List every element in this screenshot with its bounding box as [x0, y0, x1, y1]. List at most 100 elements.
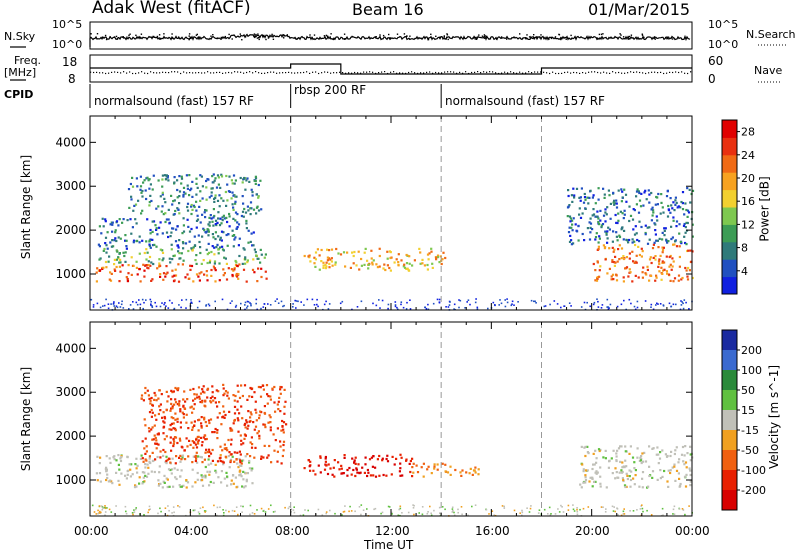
- power-cell: [195, 209, 198, 212]
- power-cell: [191, 195, 194, 198]
- power-cell: [255, 212, 258, 215]
- nave-dot: [330, 72, 332, 74]
- power-cell: [629, 271, 632, 274]
- nave-dot: [528, 71, 530, 73]
- velocity-cell: [381, 457, 384, 460]
- velocity-cell: [154, 436, 157, 440]
- velocity-cell: [168, 428, 171, 431]
- velocity-cell: [689, 459, 692, 462]
- velocity-cell: [120, 456, 123, 459]
- velocity-noise-cell: [216, 506, 219, 509]
- velocity-cell: [216, 405, 219, 408]
- power-cell: [133, 204, 136, 207]
- power-cell: [158, 258, 161, 261]
- velocity-cell: [207, 458, 210, 461]
- power-cell: [589, 189, 592, 192]
- nave-dot: [582, 72, 584, 74]
- power-noise-cell: [608, 307, 610, 309]
- velocity-cell: [204, 465, 207, 469]
- nsearch-dot: [389, 37, 391, 39]
- power-noise-cell: [121, 300, 123, 303]
- power-cell: [633, 209, 636, 212]
- velocity-noise-cell: [213, 504, 215, 507]
- power-cell: [178, 195, 181, 198]
- velocity-cell: [158, 465, 161, 468]
- power-noise-cell: [474, 301, 477, 304]
- velocity-cell: [192, 387, 195, 391]
- velocity-cell: [158, 471, 161, 474]
- velocity-noise-cell: [433, 509, 435, 512]
- power-colorbar-swatch: [722, 207, 737, 225]
- nave-dot: [660, 71, 662, 73]
- velocity-cell: [371, 465, 374, 468]
- nave-dot: [309, 72, 311, 74]
- velocity-colorbar-tick-label: -100: [741, 464, 766, 477]
- nave-dot: [597, 71, 599, 74]
- velocity-cell: [348, 466, 351, 470]
- velocity-noise-cell: [471, 505, 473, 508]
- velocity-cell: [144, 466, 147, 469]
- velocity-cell: [393, 463, 396, 466]
- power-cell: [674, 240, 677, 243]
- velocity-noise-cell: [329, 509, 331, 512]
- cpid-segment-2: rbsp 200 RF: [294, 83, 367, 97]
- velocity-cell: [249, 416, 252, 419]
- velocity-cell: [238, 470, 241, 473]
- power-cell: [681, 276, 684, 280]
- x-tick-label-3: 12:00: [375, 524, 410, 538]
- velocity-noise-cell: [430, 514, 433, 517]
- velocity-cell: [161, 486, 164, 489]
- velocity-cell: [449, 473, 452, 476]
- power-cell: [591, 214, 594, 217]
- power-cell: [632, 260, 635, 263]
- power-noise-cell: [168, 299, 171, 302]
- power-cell: [135, 177, 138, 180]
- power-noise-cell: [107, 307, 110, 310]
- power-cell: [397, 264, 400, 267]
- velocity-noise-cell: [231, 509, 234, 512]
- power-cell: [192, 204, 195, 207]
- power-cell: [235, 227, 238, 230]
- power-noise-cell: [300, 301, 302, 303]
- velocity-cell: [641, 452, 644, 455]
- nave-dot: [669, 71, 671, 73]
- velocity-cell: [367, 471, 370, 474]
- velocity-cell: [282, 440, 286, 443]
- power-cell: [214, 280, 217, 283]
- velocity-noise-cell: [381, 511, 384, 514]
- power-cell: [637, 245, 640, 248]
- power-cell: [236, 275, 239, 278]
- velocity-noise-cell: [290, 508, 293, 510]
- nsearch-dot: [105, 38, 108, 41]
- velocity-cell: [227, 397, 230, 400]
- velocity-cell: [223, 447, 226, 450]
- power-cell: [217, 183, 220, 186]
- velocity-cell: [242, 478, 245, 481]
- nsearch-dot: [115, 35, 118, 38]
- velocity-cell: [251, 482, 254, 485]
- power-cell: [220, 175, 224, 178]
- power-cell: [259, 179, 262, 182]
- velocity-cell: [105, 455, 108, 458]
- velocity-cell: [172, 427, 175, 430]
- nsearch-dot: [254, 36, 256, 39]
- velocity-noise-cell: [360, 504, 363, 506]
- velocity-cell: [191, 461, 194, 464]
- velocity-noise-cell: [380, 512, 382, 515]
- nave-dot: [627, 72, 629, 74]
- power-colorbar-swatch: [722, 154, 737, 173]
- power-cell: [242, 215, 245, 218]
- nave-dot: [354, 71, 356, 74]
- nsearch-dot: [351, 35, 353, 38]
- velocity-cell: [248, 461, 251, 464]
- power-cell: [659, 254, 662, 257]
- velocity-noise-cell: [616, 508, 619, 510]
- nave-dot: [123, 71, 125, 73]
- power-noise-cell: [506, 301, 509, 304]
- velocity-cell: [659, 451, 662, 454]
- power-cell: [430, 250, 433, 253]
- power-cell: [177, 263, 180, 266]
- x-tick-label-1: 04:00: [174, 524, 209, 538]
- power-noise-cell: [244, 301, 247, 304]
- velocity-colorbar-swatch: [722, 390, 737, 411]
